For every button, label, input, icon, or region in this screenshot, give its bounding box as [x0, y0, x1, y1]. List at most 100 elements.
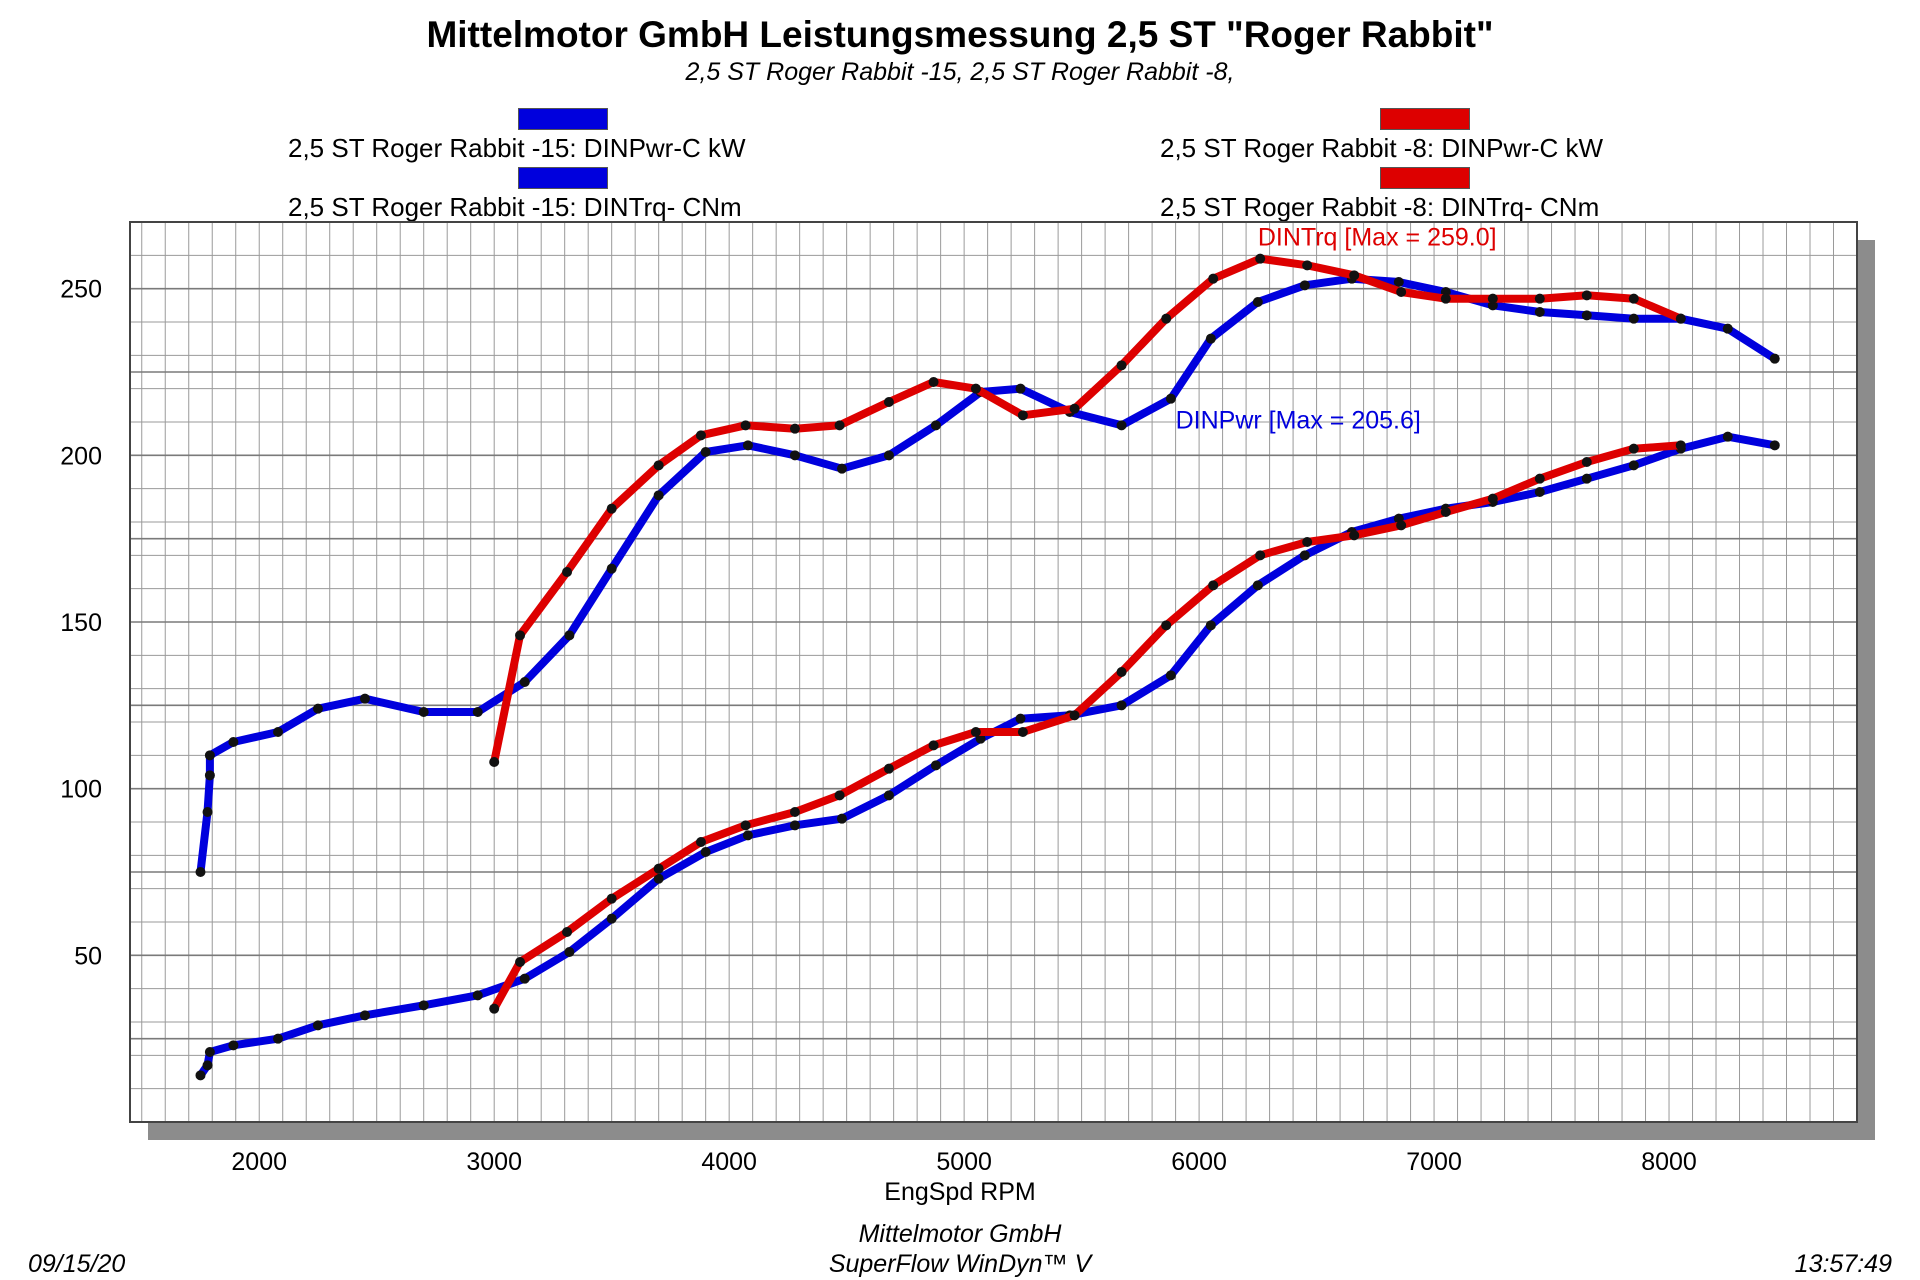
- data-point: [1722, 323, 1733, 334]
- data-point: [928, 377, 939, 387]
- data-point: [700, 847, 711, 857]
- data-point: [883, 790, 894, 801]
- data-point: [1769, 353, 1780, 364]
- data-point: [1299, 280, 1310, 291]
- data-point: [202, 807, 213, 817]
- data-point: [1487, 293, 1498, 304]
- data-point: [519, 677, 530, 687]
- data-point: [606, 563, 617, 574]
- x-axis-label: EngSpd RPM: [884, 1178, 1036, 1206]
- legend-label-blue-torque: 2,5 ST Roger Rabbit -15: DINTrq- CNm: [288, 192, 742, 222]
- y-tick-label: 250: [60, 276, 102, 304]
- data-point: [359, 1010, 370, 1021]
- legend-label-blue-power: 2,5 ST Roger Rabbit -15: DINPwr-C kW: [288, 133, 746, 163]
- data-point: [564, 630, 575, 641]
- x-tick-label: 3000: [466, 1148, 522, 1176]
- data-point: [834, 790, 845, 801]
- data-point: [1208, 580, 1219, 591]
- data-point: [202, 1060, 213, 1071]
- data-point: [1628, 293, 1639, 304]
- data-point: [562, 927, 573, 937]
- legend-swatch-blue-power: [518, 108, 608, 130]
- data-point: [1255, 550, 1266, 561]
- data-point: [515, 957, 526, 967]
- data-point: [489, 1003, 500, 1014]
- data-point: [312, 1020, 323, 1031]
- data-point: [1581, 290, 1592, 301]
- x-tick-label: 7000: [1406, 1148, 1462, 1176]
- data-point: [883, 763, 894, 774]
- data-point: [883, 450, 894, 461]
- data-point: [204, 770, 215, 781]
- data-point: [653, 490, 664, 501]
- data-point: [742, 440, 753, 451]
- data-point: [1534, 487, 1545, 497]
- data-point: [1116, 700, 1127, 711]
- y-tick-label: 150: [60, 609, 102, 637]
- data-point: [883, 397, 894, 407]
- data-point: [1015, 713, 1026, 724]
- data-point: [930, 760, 941, 771]
- x-tick-label: 5000: [936, 1148, 992, 1176]
- max-annotation-1: DINPwr [Max = 205.6]: [1176, 407, 1421, 435]
- data-point: [700, 447, 711, 457]
- data-point: [1208, 273, 1219, 284]
- data-point: [695, 837, 706, 847]
- data-point: [1393, 277, 1404, 287]
- data-point: [740, 820, 751, 831]
- legend-swatch-blue-torque: [518, 167, 608, 189]
- plot-border: [129, 221, 1858, 1123]
- data-point: [1628, 460, 1639, 471]
- data-point: [1534, 307, 1545, 317]
- data-point: [606, 893, 617, 904]
- data-point: [204, 750, 215, 761]
- data-point: [273, 1033, 284, 1044]
- footer-date: 09/15/20: [28, 1250, 126, 1278]
- data-point: [204, 1047, 215, 1057]
- data-point: [418, 1000, 429, 1011]
- data-point: [653, 863, 664, 874]
- data-point: [1017, 727, 1028, 737]
- legend-label-red-torque: 2,5 ST Roger Rabbit -8: DINTrq- CNm: [1160, 192, 1600, 222]
- data-point: [1252, 580, 1263, 591]
- max-annotation-0: DINTrq [Max = 259.0]: [1258, 223, 1497, 251]
- plot-area: [130, 222, 1857, 1122]
- data-point: [1161, 620, 1172, 631]
- x-tick-label: 8000: [1641, 1148, 1697, 1176]
- x-tick-label: 6000: [1171, 1148, 1227, 1176]
- data-point: [1299, 550, 1310, 561]
- data-point: [1440, 293, 1451, 304]
- data-point: [836, 463, 847, 474]
- chart-subtitle: 2,5 ST Roger Rabbit -15, 2,5 ST Roger Ra…: [685, 58, 1235, 86]
- data-point: [1769, 440, 1780, 451]
- data-point: [228, 737, 239, 747]
- data-point: [606, 503, 617, 514]
- footer-company: Mittelmotor GmbH: [858, 1220, 1062, 1248]
- data-point: [1255, 253, 1266, 264]
- data-point: [970, 727, 981, 737]
- data-point: [273, 727, 284, 737]
- data-point: [489, 757, 500, 767]
- data-point: [836, 813, 847, 824]
- data-point: [312, 703, 323, 714]
- data-point: [195, 1070, 206, 1081]
- data-point: [789, 820, 800, 831]
- data-point: [1252, 297, 1263, 307]
- data-point: [789, 450, 800, 461]
- data-point: [1675, 313, 1686, 324]
- data-point: [740, 420, 751, 431]
- data-point: [1628, 443, 1639, 454]
- data-point: [359, 693, 370, 704]
- data-point: [1534, 473, 1545, 484]
- data-point: [1628, 313, 1639, 324]
- data-point: [564, 947, 575, 957]
- y-tick-label: 100: [60, 776, 102, 804]
- data-point: [1116, 667, 1127, 677]
- data-point: [653, 873, 664, 884]
- data-point: [1015, 383, 1026, 394]
- data-point: [1069, 403, 1080, 414]
- data-point: [1116, 420, 1127, 431]
- series-line-0: [196, 274, 1779, 876]
- data-point: [515, 630, 526, 641]
